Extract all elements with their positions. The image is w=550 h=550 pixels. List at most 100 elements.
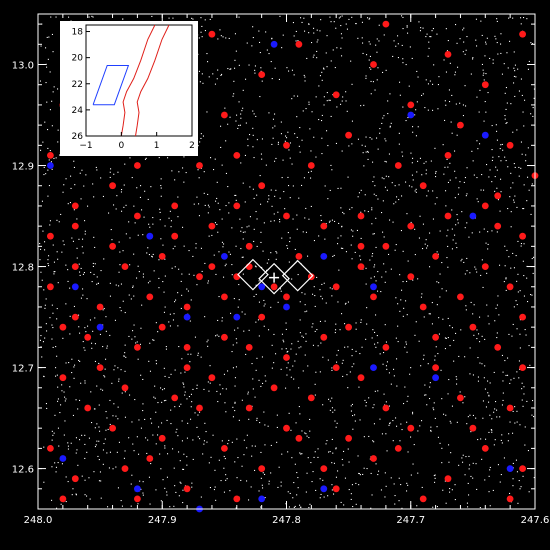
faint-star bbox=[186, 398, 188, 400]
faint-star bbox=[181, 420, 183, 422]
faint-star bbox=[447, 229, 449, 231]
faint-star bbox=[122, 18, 124, 20]
faint-star bbox=[351, 403, 353, 405]
faint-star bbox=[98, 362, 100, 364]
faint-star bbox=[358, 192, 360, 194]
faint-star bbox=[207, 381, 209, 383]
faint-star bbox=[52, 346, 54, 348]
faint-star bbox=[449, 420, 451, 422]
faint-star bbox=[301, 430, 303, 432]
faint-star bbox=[445, 205, 447, 207]
faint-star bbox=[434, 481, 436, 483]
faint-star bbox=[389, 126, 391, 128]
faint-star bbox=[268, 329, 270, 331]
faint-star bbox=[523, 295, 525, 297]
faint-star bbox=[84, 230, 86, 232]
red-source-point bbox=[233, 202, 241, 210]
faint-star bbox=[55, 16, 57, 18]
faint-star bbox=[41, 279, 43, 281]
faint-star bbox=[264, 424, 266, 426]
faint-star bbox=[56, 308, 58, 310]
faint-star bbox=[43, 166, 45, 168]
faint-star bbox=[85, 331, 87, 333]
faint-star bbox=[427, 245, 429, 247]
faint-star bbox=[523, 393, 525, 395]
faint-star bbox=[215, 200, 217, 202]
faint-star bbox=[240, 230, 242, 232]
faint-star bbox=[310, 170, 312, 172]
faint-star bbox=[258, 490, 260, 492]
faint-star bbox=[204, 316, 206, 318]
faint-star bbox=[321, 120, 323, 122]
faint-star bbox=[413, 444, 415, 446]
faint-star bbox=[57, 141, 59, 143]
faint-star bbox=[351, 83, 353, 85]
faint-star bbox=[58, 221, 60, 223]
faint-star bbox=[302, 231, 304, 233]
faint-star bbox=[220, 146, 222, 148]
faint-star bbox=[314, 305, 316, 307]
faint-star bbox=[67, 269, 69, 271]
faint-star bbox=[507, 440, 509, 442]
faint-star bbox=[449, 325, 451, 327]
faint-star bbox=[516, 471, 518, 473]
faint-star bbox=[431, 302, 433, 304]
faint-star bbox=[58, 445, 60, 447]
faint-star bbox=[514, 70, 516, 72]
faint-star bbox=[133, 205, 135, 207]
faint-star bbox=[274, 160, 276, 162]
faint-star bbox=[142, 378, 144, 380]
faint-star bbox=[373, 441, 375, 443]
faint-star bbox=[289, 142, 291, 144]
faint-star bbox=[144, 418, 146, 420]
faint-star bbox=[164, 306, 166, 308]
faint-star bbox=[179, 460, 181, 462]
faint-star bbox=[152, 339, 154, 341]
faint-star bbox=[456, 134, 458, 136]
faint-star bbox=[464, 273, 466, 275]
faint-star bbox=[456, 42, 458, 44]
faint-star bbox=[280, 133, 282, 135]
faint-star bbox=[209, 365, 211, 367]
faint-star bbox=[382, 71, 384, 73]
faint-star bbox=[383, 263, 385, 265]
faint-star bbox=[311, 111, 313, 113]
faint-star bbox=[248, 418, 250, 420]
faint-star bbox=[472, 160, 474, 162]
faint-star bbox=[436, 197, 438, 199]
faint-star bbox=[273, 213, 275, 215]
faint-star bbox=[216, 197, 218, 199]
faint-star bbox=[223, 455, 225, 457]
faint-star bbox=[331, 462, 333, 464]
faint-star bbox=[514, 64, 516, 66]
faint-star bbox=[359, 353, 361, 355]
inset-x-tick-label: 2 bbox=[189, 141, 195, 151]
faint-star bbox=[100, 177, 102, 179]
faint-star bbox=[416, 101, 418, 103]
red-source-point bbox=[345, 434, 352, 442]
faint-star bbox=[92, 265, 94, 267]
faint-star bbox=[251, 45, 253, 47]
faint-star bbox=[84, 220, 86, 222]
faint-star bbox=[305, 491, 307, 493]
faint-star bbox=[501, 73, 503, 75]
faint-star bbox=[120, 191, 122, 193]
faint-star bbox=[336, 47, 338, 49]
faint-star bbox=[317, 345, 319, 347]
faint-star bbox=[505, 374, 507, 376]
faint-star bbox=[389, 422, 391, 424]
faint-star bbox=[335, 329, 337, 331]
faint-star bbox=[164, 487, 166, 489]
faint-star bbox=[365, 75, 367, 77]
faint-star bbox=[451, 209, 453, 211]
faint-star bbox=[483, 79, 485, 81]
faint-star bbox=[202, 453, 204, 455]
faint-star bbox=[331, 219, 333, 221]
faint-star bbox=[252, 110, 254, 112]
faint-star bbox=[57, 462, 59, 464]
faint-star bbox=[405, 64, 407, 66]
blue-source-point bbox=[407, 111, 415, 119]
faint-star bbox=[184, 371, 186, 373]
faint-star bbox=[229, 253, 231, 255]
faint-star bbox=[142, 481, 144, 483]
